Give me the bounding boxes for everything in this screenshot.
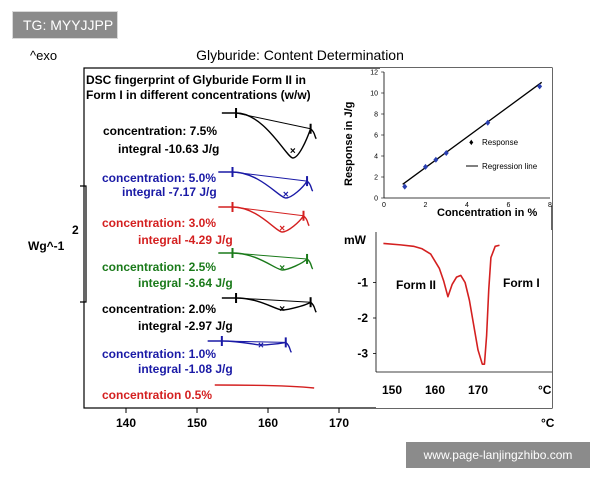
reg-y-tick-12: 12: [370, 70, 378, 77]
thermo-y-tick--2: -2: [357, 311, 368, 325]
thermogram-x-unit: °C: [538, 383, 552, 397]
dsc-curve-3: [218, 252, 314, 271]
main-x-tick-label-140: 140: [116, 416, 136, 430]
integral-label-0: integral -10.63 J/g: [118, 142, 219, 156]
reg-x-tick-6: 6: [507, 202, 511, 209]
integral-label-5: integral -1.08 J/g: [138, 362, 233, 376]
reg-y-tick-6: 6: [374, 133, 378, 140]
reg-y-tick-4: 4: [374, 154, 378, 161]
dsc-curves: × × × × × ×: [207, 108, 317, 389]
dsc-curve-6: [214, 384, 315, 389]
main-x-tick-label-160: 160: [258, 416, 278, 430]
response-point-2: [433, 156, 439, 163]
y-axis-label: Wg^-1: [28, 239, 65, 253]
dsc-peak-marker-5: ×: [258, 340, 264, 351]
dsc-peak-marker-0: ×: [290, 146, 296, 157]
watermark-bottom: www.page-lanjingzhibo.com: [406, 442, 590, 468]
concentration-label-5: concentration: 1.0%: [102, 347, 216, 361]
regression-ticks: 0 2 4 6 8 0 2 4 6 8 10 12: [370, 70, 552, 210]
dsc-subtitle-line2: Form I in different concentrations (w/w): [86, 88, 311, 102]
regression-x-label: Concentration in %: [437, 207, 537, 219]
reg-y-tick-10: 10: [370, 91, 378, 98]
exo-indicator: ^exo: [30, 48, 57, 63]
reg-y-tick-8: 8: [374, 112, 378, 119]
reg-y-tick-2: 2: [374, 175, 378, 182]
reg-x-tick-4: 4: [465, 202, 469, 209]
main-x-axis: 140 150 160 170 °C: [116, 408, 555, 430]
integral-label-1: integral -7.17 J/g: [122, 185, 217, 199]
concentration-label-1: concentration: 5.0%: [102, 171, 216, 185]
thermo-x-tick-170: 170: [468, 383, 488, 397]
response-point-3: [443, 149, 449, 156]
concentration-label-2: concentration: 3.0%: [102, 216, 216, 230]
main-title: Glyburide: Content Determination: [196, 47, 404, 63]
dsc-baseline-4: [236, 297, 311, 303]
dsc-baseline-1: [232, 171, 308, 182]
dsc-baseline-2: [232, 206, 304, 217]
integral-label-2: integral -4.29 J/g: [138, 233, 233, 247]
concentration-label-3: concentration: 2.5%: [102, 260, 216, 274]
legend-response-marker: ♦: [469, 137, 474, 147]
thermogram-ticks: 150 160 170 -1 -2 -3: [357, 276, 488, 398]
dsc-curve-4: [221, 297, 317, 313]
legend-regression-label: Regression line: [482, 162, 538, 171]
dsc-peak-marker-4: ×: [279, 304, 285, 315]
response-point-0: [402, 183, 408, 190]
form-ii-label: Form II: [396, 278, 436, 292]
concentration-label-6: concentration 0.5%: [102, 388, 212, 402]
dsc-curve-1: [218, 171, 314, 199]
thermo-x-tick-160: 160: [425, 383, 445, 397]
thermogram-curve: [383, 242, 500, 365]
integral-label-3: integral -3.64 J/g: [138, 276, 233, 290]
thermogram-line: [383, 242, 500, 365]
response-point-4: [485, 119, 491, 126]
dsc-peak-marker-3: ×: [279, 263, 285, 274]
scale-bar: [80, 185, 87, 303]
thermogram-background: [376, 230, 552, 408]
main-x-tick-label-170: 170: [329, 416, 349, 430]
dsc-peak-marker-2: ×: [279, 224, 285, 235]
reg-y-tick-0: 0: [374, 196, 378, 203]
regression-background: [380, 68, 552, 206]
main-x-unit: °C: [541, 416, 555, 430]
dsc-curve-0: [221, 112, 317, 159]
integral-label-4: integral -2.97 J/g: [138, 319, 233, 333]
regression-legend: ♦ Response Regression line: [466, 137, 538, 171]
reg-x-tick-2: 2: [424, 202, 428, 209]
dsc-labels: concentration: 7.5% integral -10.63 J/g co…: [102, 124, 233, 402]
reg-x-tick-8: 8: [548, 202, 552, 209]
dsc-subtitle-line1: DSC fingerprint of Glyburide Form II in: [86, 73, 306, 87]
legend-response-label: Response: [482, 138, 519, 147]
thermogram-y-label: mW: [344, 233, 367, 247]
form-i-label: Form I: [503, 276, 540, 290]
thermo-x-tick-150: 150: [382, 383, 402, 397]
dsc-peak-marker-1: ×: [283, 189, 289, 200]
regression-marks: [402, 81, 543, 190]
dsc-baseline-0: [235, 112, 311, 130]
concentration-label-0: concentration: 7.5%: [103, 124, 217, 138]
response-point-1: [423, 163, 428, 170]
thermo-y-tick--3: -3: [357, 347, 368, 361]
response-point-5: [537, 83, 543, 90]
scale-bar-label: 2: [72, 223, 79, 237]
regression-y-label: Response in J/g: [343, 102, 355, 186]
main-x-tick-label-150: 150: [187, 416, 207, 430]
watermark-top: TG: MYYJJPP: [12, 11, 118, 39]
reg-x-tick-0: 0: [382, 202, 386, 209]
dsc-baseline-3: [232, 252, 308, 260]
thermo-y-tick--1: -1: [357, 276, 368, 290]
concentration-label-4: concentration: 2.0%: [102, 302, 216, 316]
dsc-baseline-5: [221, 340, 286, 343]
dsc-curve-2: [218, 206, 310, 233]
dsc-curve-5: [207, 340, 292, 353]
